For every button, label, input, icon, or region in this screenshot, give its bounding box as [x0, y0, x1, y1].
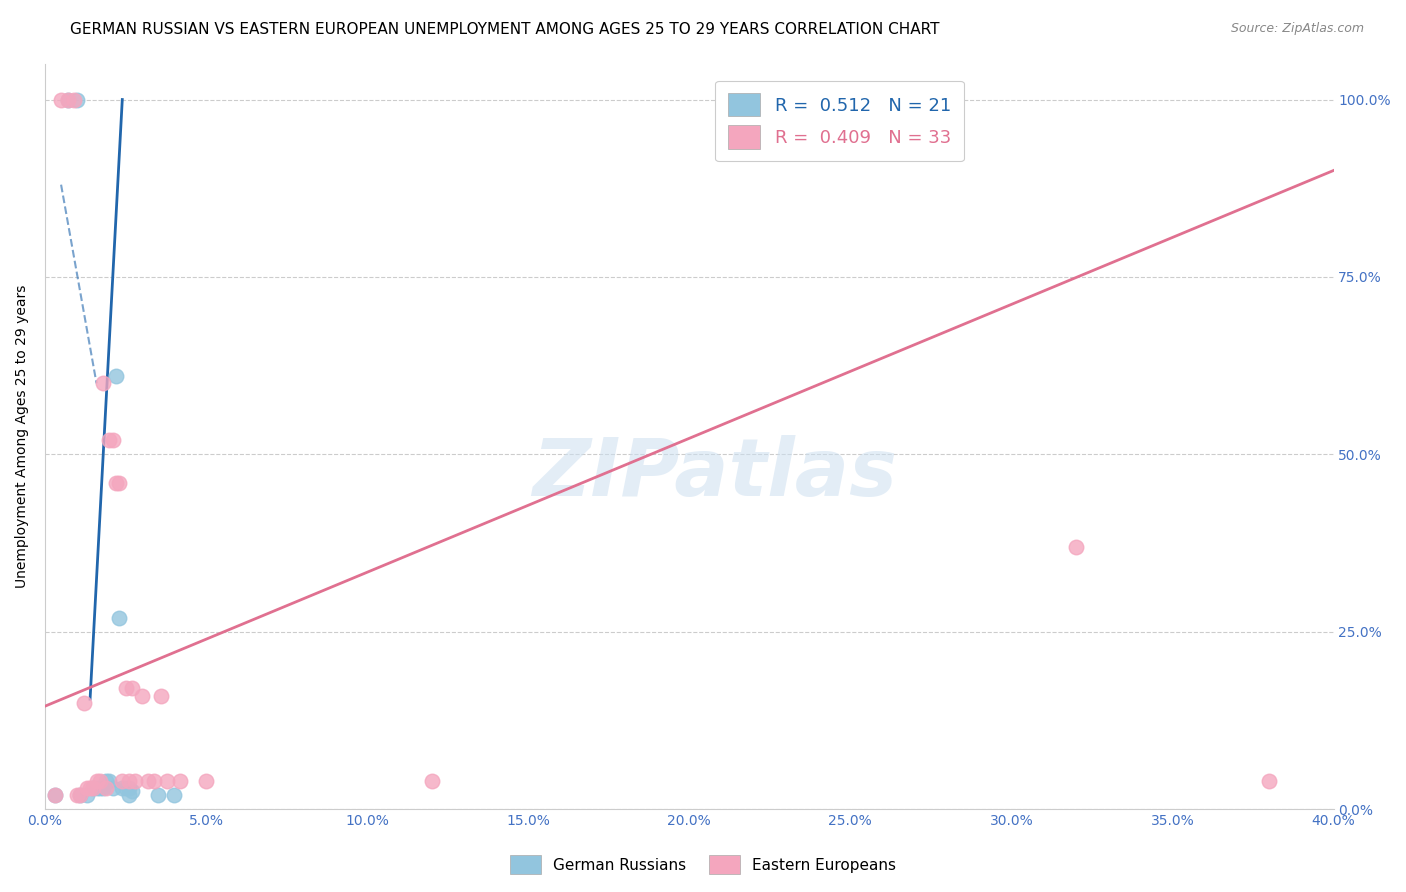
Point [108, 610, 131, 624]
Point [143, 773, 166, 788]
Point [89, 773, 111, 788]
Point [69, 788, 91, 802]
Point [136, 773, 159, 788]
Y-axis label: Unemployment Among Ages 25 to 29 years: Unemployment Among Ages 25 to 29 years [15, 285, 30, 588]
Point [101, 433, 124, 447]
Point [63, 93, 86, 107]
Point [91, 780, 114, 795]
Point [66, 93, 89, 107]
Point [44, 788, 66, 802]
Point [96, 780, 118, 795]
Point [69, 788, 91, 802]
Text: Source: ZipAtlas.com: Source: ZipAtlas.com [1230, 22, 1364, 36]
Point [96, 773, 118, 788]
Point [108, 475, 131, 490]
Point [98, 433, 121, 447]
Point [56, 93, 79, 107]
Point [149, 689, 172, 703]
Point [44, 788, 66, 802]
Point [169, 773, 191, 788]
Point [101, 780, 124, 795]
Point [118, 788, 141, 802]
Point [1064, 540, 1087, 554]
Point [82, 780, 104, 795]
Point [56, 93, 79, 107]
Point [156, 773, 179, 788]
Point [72, 696, 94, 710]
Point [79, 780, 101, 795]
Point [118, 780, 141, 795]
Point [86, 773, 108, 788]
Text: ZIPatlas: ZIPatlas [533, 434, 897, 513]
Point [104, 475, 127, 490]
Point [121, 784, 143, 798]
Point [111, 773, 134, 788]
Point [1258, 773, 1281, 788]
Point [86, 780, 108, 795]
Point [98, 773, 121, 788]
Point [420, 773, 443, 788]
Point [49, 93, 72, 107]
Point [76, 788, 98, 802]
Point [146, 788, 169, 802]
Point [195, 773, 218, 788]
Point [76, 780, 98, 795]
Point [124, 773, 146, 788]
Text: GERMAN RUSSIAN VS EASTERN EUROPEAN UNEMPLOYMENT AMONG AGES 25 TO 29 YEARS CORREL: GERMAN RUSSIAN VS EASTERN EUROPEAN UNEMP… [70, 22, 939, 37]
Point [66, 788, 89, 802]
Legend: R =  0.512   N = 21, R =  0.409   N = 33: R = 0.512 N = 21, R = 0.409 N = 33 [716, 80, 963, 161]
Point [114, 681, 136, 696]
Point [89, 780, 111, 795]
Point [82, 780, 104, 795]
Point [91, 376, 114, 391]
Point [114, 780, 136, 795]
Legend: German Russians, Eastern Europeans: German Russians, Eastern Europeans [505, 849, 901, 880]
Point [163, 788, 186, 802]
Point [111, 780, 134, 795]
Point [104, 369, 127, 384]
Point [121, 681, 143, 696]
Point [131, 689, 153, 703]
Point [118, 773, 141, 788]
